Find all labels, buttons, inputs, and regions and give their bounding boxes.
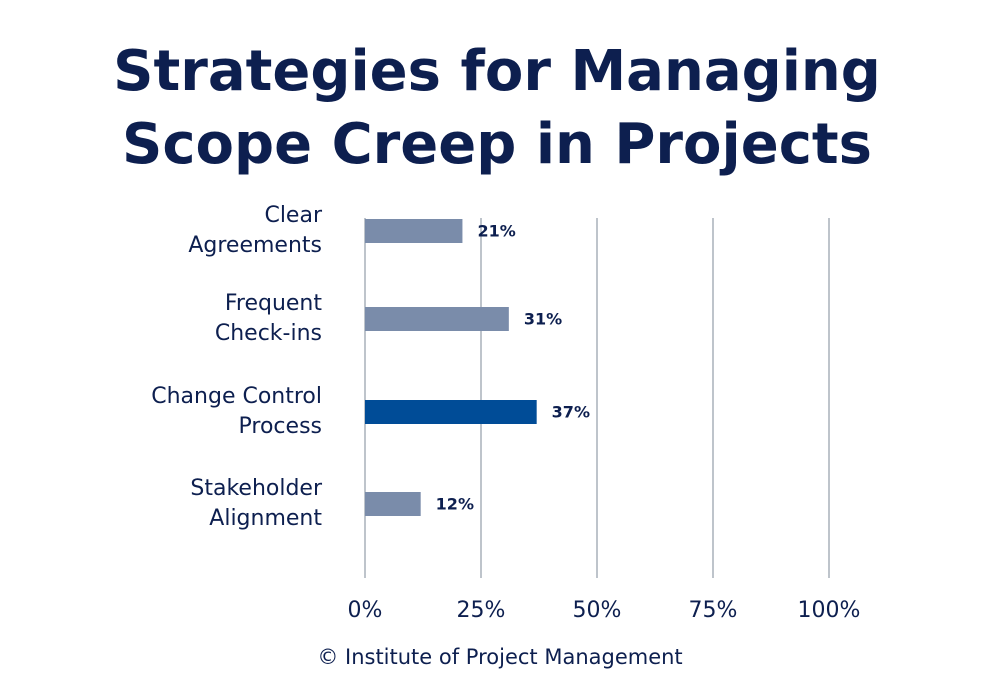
source: © Institute of Project Management — [317, 645, 682, 669]
x-tick-label: 25% — [457, 598, 506, 623]
x-tick-label: 50% — [573, 598, 622, 623]
bar — [365, 219, 463, 243]
chart-title: Strategies for Managing Scope Creep in Pr… — [113, 39, 881, 177]
y-tick-label: Stakeholder Alignment — [190, 476, 322, 531]
y-tick-label: Change Control Process — [151, 384, 322, 439]
bar — [365, 492, 421, 516]
bar — [365, 400, 537, 424]
value-label: 37% — [552, 403, 590, 422]
bar — [365, 307, 509, 331]
x-tick-label: 100% — [798, 598, 861, 623]
x-tick-label: 0% — [348, 598, 383, 623]
value-label: 21% — [477, 222, 515, 241]
y-tick-label: Frequent Check-ins — [214, 291, 322, 346]
x-tick-label: 75% — [689, 598, 738, 623]
value-label: 31% — [524, 310, 562, 329]
y-tick-label: Clear Agreements — [188, 203, 322, 258]
value-label: 12% — [436, 495, 474, 514]
